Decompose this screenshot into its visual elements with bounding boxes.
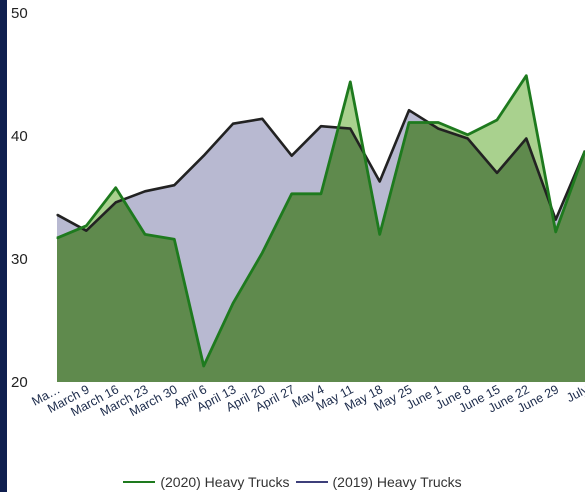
legend-swatch-2019: [295, 481, 328, 483]
y-tick-label: 50: [11, 5, 28, 22]
point-2020-16: [525, 75, 527, 77]
point-2020-3: [144, 233, 146, 235]
y-tick-label: 30: [11, 251, 28, 268]
point-2020-9: [320, 193, 322, 195]
point-2020-13: [437, 121, 439, 124]
point-2019-9: [320, 125, 322, 127]
y-tick-label: 20: [11, 374, 28, 391]
point-2019-2: [115, 201, 117, 203]
legend: (2020) Heavy Trucks (2019) Heavy Trucks: [0, 472, 585, 492]
point-2019-11: [379, 180, 381, 183]
legend-item-2020: (2020) Heavy Trucks: [123, 474, 290, 490]
point-2020-11: [379, 233, 381, 235]
point-2020-14: [467, 134, 469, 136]
legend-item-2019: (2019) Heavy Trucks: [295, 474, 462, 490]
left-border-bar: [0, 0, 7, 492]
point-2019-13: [437, 128, 439, 130]
point-2019-16: [525, 137, 527, 140]
point-2020-2: [115, 187, 117, 189]
point-2019-17: [555, 219, 557, 221]
point-2020-15: [496, 119, 498, 121]
point-2019-14: [467, 137, 469, 140]
point-2020-0: [56, 237, 58, 239]
point-2019-7: [261, 118, 263, 120]
point-2020-10: [349, 81, 351, 83]
point-2019-1: [85, 230, 87, 232]
point-2019-3: [144, 190, 146, 192]
point-2020-4: [173, 238, 175, 240]
point-2020-8: [291, 193, 293, 195]
point-2019-8: [291, 155, 293, 157]
point-2019-5: [203, 155, 205, 157]
point-2020-1: [85, 225, 87, 227]
point-2019-6: [232, 123, 234, 125]
point-2019-10: [349, 128, 351, 130]
point-2020-17: [555, 231, 557, 233]
point-2020-7: [261, 252, 263, 254]
legend-swatch-2020: [123, 481, 156, 483]
point-2019-4: [173, 184, 175, 186]
point-2019-12: [408, 109, 410, 111]
legend-label-2019: (2019) Heavy Trucks: [332, 474, 462, 490]
point-2020-12: [408, 121, 410, 124]
y-tick-label: 40: [11, 128, 28, 145]
legend-label-2020: (2020) Heavy Trucks: [160, 474, 290, 490]
point-2019-15: [496, 172, 498, 174]
point-2019-0: [56, 214, 58, 216]
point-2020-5: [203, 365, 205, 367]
point-2020-6: [232, 302, 234, 304]
